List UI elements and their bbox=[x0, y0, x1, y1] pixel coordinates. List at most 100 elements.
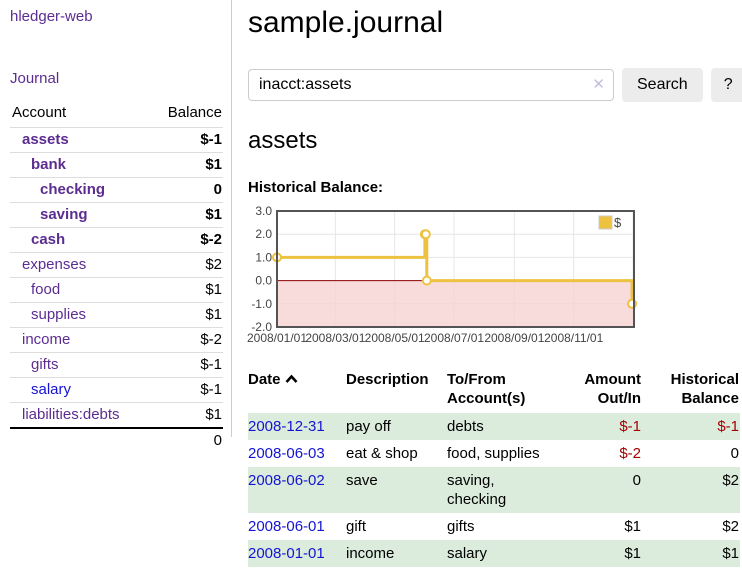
sidebar-account-link[interactable]: checking bbox=[40, 181, 106, 198]
legend-swatch bbox=[598, 215, 613, 230]
transaction-date-link[interactable]: 2008-06-01 bbox=[248, 518, 325, 535]
sidebar-account-balance: $-2 bbox=[149, 327, 223, 353]
column-header-description: Description bbox=[346, 371, 429, 388]
account-name-cell: salary bbox=[10, 377, 150, 403]
search-button[interactable]: Search bbox=[622, 68, 703, 102]
sort-asc-icon bbox=[285, 374, 297, 383]
column-header-amount: Amount Out/In bbox=[584, 371, 641, 407]
sidebar-account-link[interactable]: income bbox=[22, 331, 71, 348]
column-header-balance: Historical Balance bbox=[670, 371, 739, 407]
register-date-cell: 2008-12-31 bbox=[248, 413, 346, 440]
svg-text:2008/11/01: 2008/11/01 bbox=[544, 331, 603, 345]
sidebar-account-balance: $1 bbox=[149, 402, 223, 429]
page-title: sample.journal bbox=[248, 6, 444, 39]
brand-link[interactable]: hledger-web bbox=[10, 8, 93, 25]
account-name-cell: cash bbox=[10, 227, 150, 253]
sidebar-account-balance: $-1 bbox=[149, 377, 223, 403]
register-balance-cell: $1 bbox=[722, 545, 739, 562]
svg-text:3.0: 3.0 bbox=[255, 204, 272, 218]
account-name-cell: assets bbox=[10, 127, 150, 153]
register-accounts-cell: debts bbox=[447, 418, 484, 435]
svg-text:2008/05/01: 2008/05/01 bbox=[365, 331, 425, 345]
sidebar-account-balance: $-1 bbox=[149, 352, 223, 378]
sidebar-account-link[interactable]: liabilities:debts bbox=[22, 406, 120, 423]
register-amount-cell: $-2 bbox=[619, 445, 641, 462]
register-date-cell: 2008-01-01 bbox=[248, 540, 346, 567]
account-name-cell: liabilities:debts bbox=[10, 402, 150, 429]
register-balance-cell: $-1 bbox=[717, 418, 739, 435]
transaction-date-link[interactable]: 2008-06-02 bbox=[248, 472, 325, 489]
account-name-cell: saving bbox=[10, 202, 150, 228]
balance-column-header: Balance bbox=[149, 102, 223, 128]
search-input[interactable] bbox=[248, 69, 614, 101]
chart-label: Historical Balance: bbox=[248, 179, 384, 196]
accounts-total-row: 0 bbox=[10, 427, 223, 453]
register-amount-cell: $-1 bbox=[619, 418, 641, 435]
sidebar-account-row: assets $-1 bbox=[10, 127, 223, 153]
clear-search-icon[interactable]: ✕ bbox=[592, 76, 605, 93]
main-content: sample.journal ✕ Search ? assets Histori… bbox=[247, 0, 742, 567]
sidebar: hledger-web Journal Account Balance asse… bbox=[0, 0, 232, 453]
register-accounts-cell: saving, checking bbox=[447, 472, 507, 508]
column-header-accounts: To/From Account(s) bbox=[447, 371, 526, 407]
account-heading: assets bbox=[248, 127, 318, 154]
sidebar-account-link[interactable]: gifts bbox=[31, 356, 59, 373]
sidebar-account-row: bank $1 bbox=[10, 152, 223, 178]
svg-text:0.0: 0.0 bbox=[255, 274, 272, 288]
account-name-cell: supplies bbox=[10, 302, 150, 328]
account-column-header: Account bbox=[10, 102, 150, 128]
svg-text:1.0: 1.0 bbox=[255, 250, 272, 264]
transaction-date-link[interactable]: 2008-01-01 bbox=[248, 545, 325, 562]
column-header-date-label: Date bbox=[248, 371, 281, 388]
sidebar-account-balance: $1 bbox=[149, 302, 223, 328]
sidebar-account-balance: $1 bbox=[149, 152, 223, 178]
account-name-cell: expenses bbox=[10, 252, 150, 278]
sidebar-account-link[interactable]: salary bbox=[31, 381, 72, 398]
sidebar-account-balance: $1 bbox=[149, 277, 223, 303]
sidebar-account-link[interactable]: food bbox=[31, 281, 61, 298]
register-date-cell: 2008-06-01 bbox=[248, 513, 346, 540]
sidebar-account-row: food $1 bbox=[10, 277, 223, 303]
register-accounts-cell: gifts bbox=[447, 518, 475, 535]
account-name-cell: gifts bbox=[10, 352, 150, 378]
sidebar-account-row: supplies $1 bbox=[10, 302, 223, 328]
accounts-table-header: Account Balance bbox=[10, 102, 223, 128]
register-amount-cell: $1 bbox=[624, 518, 641, 535]
chart-canvas: $3.0 2.0 1.0 0.0 -1.0 -2.02008/01/012008/03/0… bbox=[247, 204, 638, 345]
sidebar-account-link[interactable]: saving bbox=[40, 206, 88, 223]
transaction-date-link[interactable]: 2008-12-31 bbox=[248, 418, 325, 435]
svg-text:2008/07/01: 2008/07/01 bbox=[424, 331, 484, 345]
register-accounts-cell: salary bbox=[447, 545, 488, 562]
svg-text:2008/09/01: 2008/09/01 bbox=[484, 331, 544, 345]
sidebar-account-row: gifts $-1 bbox=[10, 352, 223, 378]
sidebar-item-journal[interactable]: Journal bbox=[10, 70, 60, 87]
register-description-cell: income bbox=[346, 545, 395, 562]
total-spacer bbox=[10, 427, 150, 453]
sidebar-account-link[interactable]: bank bbox=[31, 156, 67, 173]
sidebar-account-link[interactable]: assets bbox=[22, 131, 69, 148]
column-header-date[interactable]: Date bbox=[248, 368, 346, 413]
svg-text:-1.0: -1.0 bbox=[251, 297, 272, 311]
sidebar-account-row: liabilities:debts $1 bbox=[10, 402, 223, 429]
accounts-table: Account Balance assets $-1 bank $1 checking 0… bbox=[10, 102, 223, 453]
account-name-cell: income bbox=[10, 327, 150, 353]
sidebar-account-balance: $-1 bbox=[149, 127, 223, 153]
svg-text:2008/03/01: 2008/03/01 bbox=[305, 331, 365, 345]
svg-text:-2.0: -2.0 bbox=[251, 320, 272, 334]
legend-label: $ bbox=[614, 215, 622, 230]
sidebar-account-row: income $-2 bbox=[10, 327, 223, 353]
svg-text:2008/01/01: 2008/01/01 bbox=[247, 331, 307, 345]
search-form: ✕ Search ? bbox=[248, 68, 742, 102]
help-button[interactable]: ? bbox=[710, 68, 742, 102]
sidebar-account-link[interactable]: expenses bbox=[22, 256, 87, 273]
register-row: 2008-06-01 gift gifts $1 $2 bbox=[248, 513, 740, 540]
sidebar-account-link[interactable]: cash bbox=[31, 231, 66, 248]
register-row: 2008-06-03 eat & shop food, supplies $-2 0 bbox=[248, 440, 740, 467]
register-description-cell: pay off bbox=[346, 418, 391, 435]
register-balance-cell: 0 bbox=[730, 445, 739, 462]
transaction-date-link[interactable]: 2008-06-03 bbox=[248, 445, 325, 462]
sidebar-account-row: cash $-2 bbox=[10, 227, 223, 253]
register-amount-cell: $1 bbox=[624, 545, 641, 562]
register-balance-cell: $2 bbox=[722, 472, 739, 489]
sidebar-account-link[interactable]: supplies bbox=[31, 306, 87, 323]
